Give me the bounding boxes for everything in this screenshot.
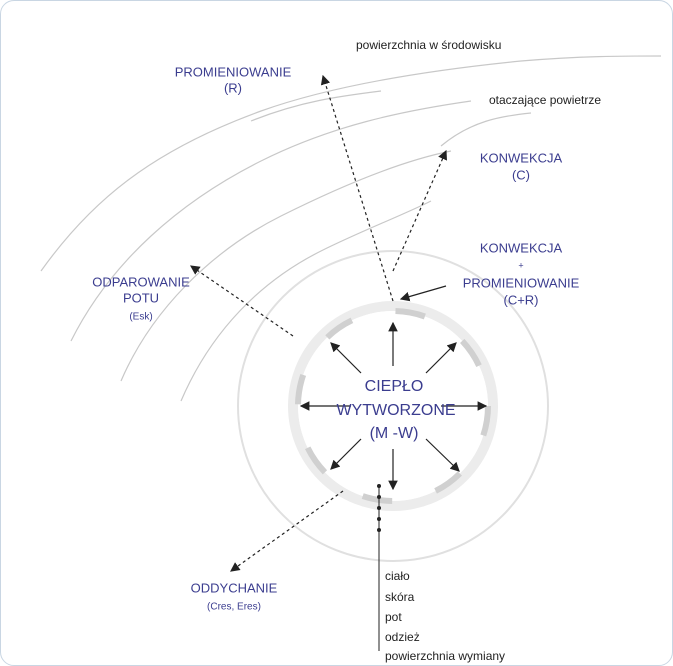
layer-label: ciało [385,569,410,583]
path-label: KONWEKCJA [480,240,563,255]
path-label: POTU [123,290,159,305]
path-label: PROMIENIOWANIE [463,275,580,290]
path-label: KONWEKCJA [480,150,563,165]
path-label: (C) [512,167,530,182]
path-label: ODPAROWANIE [92,274,190,289]
layer-label: powierzchnia wymiany [385,649,505,663]
layer-label: odzież [385,630,420,644]
diagram-card: powierzchnia w środowisku otaczające pow… [0,0,673,666]
path-label: ODDYCHANIE [191,580,278,595]
center-label: WYTWORZONE [336,402,455,419]
environment-label: powierzchnia w środowisku [356,38,501,52]
layer-label: pot [385,610,402,624]
path-label: (R) [224,80,242,95]
environment-label: otaczające powietrze [489,93,601,107]
path-label: (Esk) [129,312,152,323]
diagram: powierzchnia w środowisku otaczające pow… [1,1,672,665]
layer-label: skóra [385,590,415,604]
center-label: CIEPŁO [365,378,424,395]
layer-axis [377,484,381,651]
center-label: (M -W) [370,425,419,442]
path-label: + [518,260,523,270]
path-label: (C+R) [503,292,538,307]
path-label: (Cres, Eres) [207,602,261,613]
path-label: PROMIENIOWANIE [175,64,292,79]
